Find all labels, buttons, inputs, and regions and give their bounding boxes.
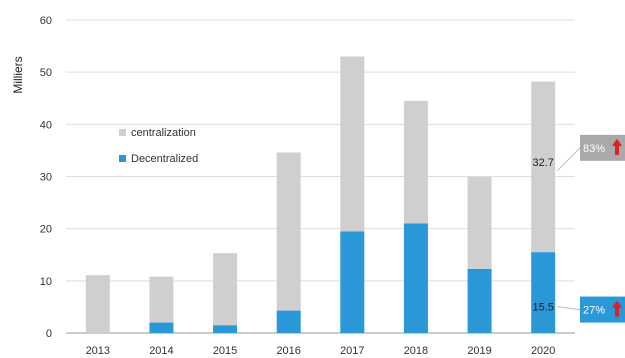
bar-2018-centralization <box>403 100 428 224</box>
x-tick-2013: 2013 <box>86 345 110 357</box>
legend-label-decentralized: Decentralized <box>131 153 198 165</box>
data-label-2020-centralization: 32.7 <box>532 157 553 169</box>
x-tick-2017: 2017 <box>340 345 364 357</box>
y-tick-20: 20 <box>40 224 52 236</box>
callouts: 83% 27% <box>556 134 625 323</box>
legend-swatch-decentralized <box>119 155 126 162</box>
bar-2017-decentralized <box>340 231 365 333</box>
bar-2016-decentralized <box>276 310 301 333</box>
legend: centralization Decentralized <box>119 127 198 165</box>
x-tick-2020: 2020 <box>531 345 555 357</box>
x-tick-2016: 2016 <box>276 345 300 357</box>
x-tick-2014: 2014 <box>149 345 173 357</box>
callout-pointer-centralization <box>556 147 581 172</box>
bar-2019-centralization <box>467 177 492 269</box>
bar-2020-decentralized <box>531 252 556 333</box>
up-arrow-icon <box>612 300 622 317</box>
legend-swatch-centralization <box>119 129 126 136</box>
bar-2019-decentralized <box>467 268 492 333</box>
data-label-2020-decentralized: 15.5 <box>532 302 553 314</box>
x-tick-2015: 2015 <box>213 345 237 357</box>
bar-2013-centralization <box>85 275 110 333</box>
up-arrow-icon <box>612 138 622 155</box>
bar-2017-centralization <box>340 56 365 232</box>
y-tick-60: 60 <box>40 15 52 27</box>
bar-2015-centralization <box>213 253 238 326</box>
bar-2018-decentralized <box>403 223 428 333</box>
bar-2014-centralization <box>149 276 174 323</box>
x-tick-2018: 2018 <box>404 345 428 357</box>
y-tick-0: 0 <box>46 328 52 340</box>
bar-2020-centralization <box>531 81 556 253</box>
y-axis-label: Milliers <box>11 56 25 93</box>
bar-2014-decentralized <box>149 322 174 333</box>
bar-2016-centralization <box>276 152 301 311</box>
bars <box>85 56 556 333</box>
gridlines <box>66 19 575 334</box>
callout-text-decentralized: 27% <box>583 305 605 317</box>
callout-text-centralization: 83% <box>583 143 605 155</box>
y-tick-50: 50 <box>40 67 52 79</box>
x-tick-labels: 2013 2014 2015 2016 2017 2018 2019 2020 <box>86 345 556 357</box>
data-labels: 32.7 15.5 <box>532 157 553 314</box>
y-tick-10: 10 <box>40 276 52 288</box>
callout-pointer-decentralized <box>557 306 581 311</box>
y-tick-labels: 0 10 20 30 40 50 60 <box>40 15 52 340</box>
x-tick-2019: 2019 <box>467 345 491 357</box>
y-tick-40: 40 <box>40 119 52 131</box>
bar-2015-decentralized <box>213 325 238 333</box>
legend-label-centralization: centralization <box>131 127 196 139</box>
y-tick-30: 30 <box>40 172 52 184</box>
